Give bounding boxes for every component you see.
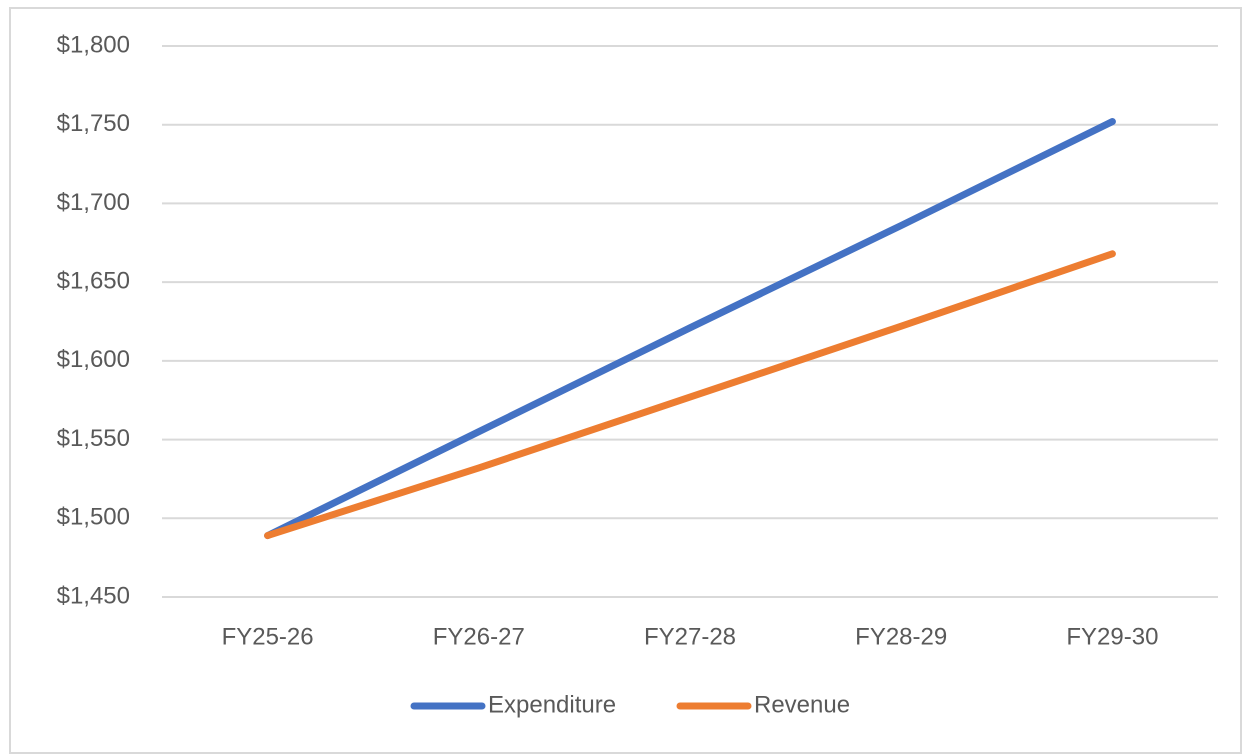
legend-label: Expenditure [488,691,616,718]
series-line [264,118,1116,540]
series-line [264,250,1116,540]
y-tick-label: $1,750 [57,110,130,137]
y-tick-label: $1,700 [57,189,130,216]
y-tick-label: $1,550 [57,425,130,452]
y-tick-label: $1,650 [57,267,130,294]
legend-label: Revenue [754,691,850,718]
y-tick-label: $1,800 [57,31,130,58]
y-tick-label: $1,600 [57,346,130,373]
x-tick-label: FY29-30 [1066,623,1158,650]
x-tick-label: FY25-26 [222,623,314,650]
y-tick-label: $1,450 [57,582,130,609]
x-tick-label: FY26-27 [433,623,525,650]
x-tick-label: FY27-28 [644,623,736,650]
y-tick-label: $1,500 [57,504,130,531]
x-tick-label: FY28-29 [855,623,947,650]
chart-frame [9,7,1242,754]
